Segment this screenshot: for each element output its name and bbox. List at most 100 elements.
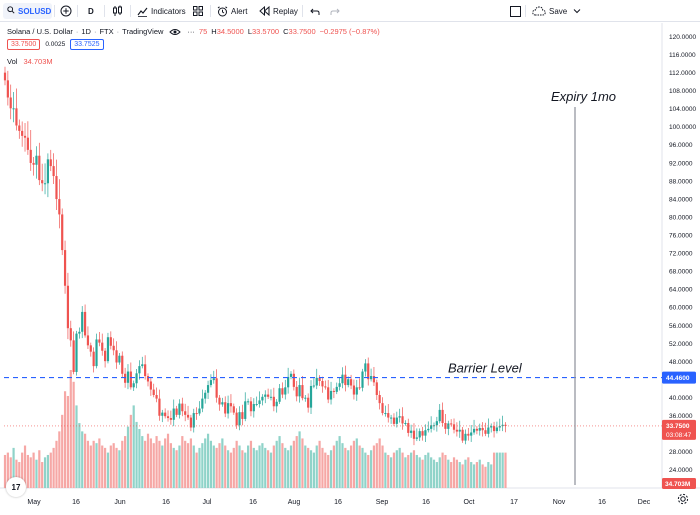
square-icon <box>510 5 521 17</box>
candle-body <box>255 404 258 406</box>
symbol-search[interactable]: SOLUSD <box>3 3 52 19</box>
chart-canvas[interactable]: Barrier Level Expiry 1mo 120.0000 116.0000… <box>0 23 700 510</box>
price-tick-label: 56.0000 <box>669 323 693 330</box>
volume-bar <box>141 436 144 488</box>
drawings: Barrier Level Expiry 1mo <box>4 89 662 485</box>
candle-body <box>315 377 318 386</box>
candle-body <box>398 416 401 418</box>
volume-bar <box>341 443 344 488</box>
candle-body <box>407 422 410 433</box>
candle-body <box>332 390 335 392</box>
volume-bar <box>201 443 204 488</box>
candle-body <box>164 412 167 417</box>
candle-body <box>23 135 27 138</box>
volume-bar <box>252 447 255 488</box>
candle-body <box>101 342 104 351</box>
compare-symbol-button[interactable] <box>60 0 72 22</box>
chart-area[interactable]: Barrier Level Expiry 1mo 120.0000 116.0000… <box>0 23 700 510</box>
candle-body <box>104 350 107 362</box>
more-icon[interactable]: ··· <box>187 27 195 36</box>
save-button[interactable]: Save <box>532 0 581 22</box>
time-tick-label: 16 <box>598 499 606 506</box>
redo-button[interactable] <box>330 0 340 22</box>
templates-button[interactable] <box>193 0 203 22</box>
time-tick-label: Jul <box>203 499 212 506</box>
candle-body <box>372 376 376 383</box>
candle-body <box>289 373 293 377</box>
candle-body <box>212 378 215 381</box>
volume-bar <box>104 447 107 488</box>
candle-body <box>384 413 387 415</box>
volume-bar <box>281 443 284 488</box>
volume-bar <box>450 462 453 488</box>
volume-bar <box>364 452 367 488</box>
interval-button[interactable]: D <box>88 6 94 16</box>
volume-bar <box>352 440 356 488</box>
volume-bar <box>29 457 32 488</box>
candle-body <box>301 385 304 399</box>
volume-bar <box>75 405 78 488</box>
volume-bar <box>470 462 473 488</box>
candle-body <box>238 412 241 426</box>
candle-body <box>12 108 15 110</box>
candle-body <box>392 417 396 424</box>
volume-bar <box>98 438 101 488</box>
undo-icon <box>310 8 320 15</box>
volume-bar <box>261 443 264 488</box>
candle-body <box>175 408 178 415</box>
ask-price-box[interactable]: 33.7525 <box>70 39 104 50</box>
volume-bar <box>178 445 181 488</box>
alert-button[interactable]: Alert <box>217 0 247 22</box>
replay-button[interactable]: Replay <box>259 0 298 22</box>
volume-bar <box>247 445 250 488</box>
candle-body <box>61 214 64 251</box>
price-tick-label: 92.0000 <box>669 160 693 167</box>
tradingview-logo[interactable]: 17 <box>6 477 26 497</box>
indicators-label: Indicators <box>151 6 186 16</box>
candle-body <box>38 155 41 181</box>
plus-icon <box>60 5 72 17</box>
candle-body <box>312 385 315 387</box>
volume-bar <box>361 447 364 488</box>
time-tick-label: Jun <box>114 499 125 506</box>
volume-bar <box>455 459 458 488</box>
price-tick-label: 68.0000 <box>669 269 693 276</box>
volume-bar <box>6 452 9 488</box>
chart-type-button[interactable] <box>112 0 123 22</box>
volume-bar <box>66 395 70 488</box>
time-tick-label: 16 <box>334 499 342 506</box>
legend-low-value: 33.5700 <box>251 27 280 36</box>
divider <box>54 5 55 17</box>
candle-body <box>112 345 115 351</box>
volume-bar <box>498 452 501 488</box>
candle-body <box>135 373 138 384</box>
volume-bar <box>138 429 141 488</box>
volume-bar <box>172 447 175 488</box>
volume-bar <box>41 462 44 488</box>
candle-body <box>221 402 224 405</box>
legend-sep: · <box>116 27 120 36</box>
volume-bar <box>35 459 38 488</box>
volume-bar <box>272 445 275 488</box>
eye-icon[interactable] <box>169 28 182 36</box>
volume-bar <box>115 447 118 488</box>
volume-bar <box>329 450 333 488</box>
price-tick-label: 36.0000 <box>669 413 693 420</box>
undo-button[interactable] <box>310 0 320 22</box>
volume-bar <box>452 457 456 488</box>
chart-settings-button[interactable] <box>676 492 690 506</box>
volume-bar <box>9 457 12 488</box>
volume-bar <box>472 464 476 488</box>
indicators-button[interactable]: Indicators <box>137 0 186 22</box>
volume-bar <box>169 443 172 488</box>
volume-bar <box>410 452 413 488</box>
legend-interval: 1D <box>81 27 91 36</box>
candle-body <box>455 429 458 432</box>
layout-button[interactable] <box>510 0 521 22</box>
candle-body <box>172 408 175 420</box>
candle-body <box>295 386 298 397</box>
bid-price-box[interactable]: 33.7500 <box>7 39 41 50</box>
alert-label: Alert <box>231 6 248 16</box>
candle-body <box>367 363 370 380</box>
candle-body <box>307 397 310 408</box>
